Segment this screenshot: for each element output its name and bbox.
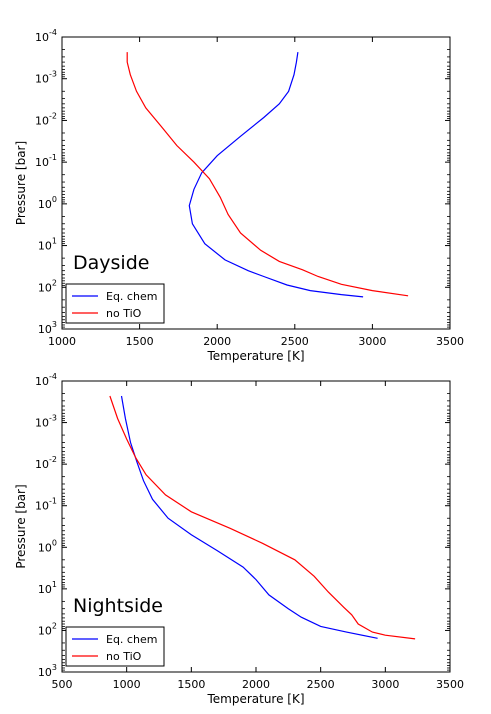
plot-frame bbox=[61, 36, 451, 330]
y-tick-label: 10-3 bbox=[35, 70, 57, 86]
y-tick-label: 10-2 bbox=[35, 455, 57, 471]
x-tick-label: 1000 bbox=[113, 678, 141, 691]
legend-box bbox=[65, 283, 165, 324]
legend-label: no TiO bbox=[106, 307, 142, 320]
legend-label: Eq. chem bbox=[106, 633, 157, 646]
series-line-2 bbox=[126, 52, 409, 297]
x-tick-label: 3000 bbox=[358, 335, 386, 348]
y-tick-label: 10-3 bbox=[35, 414, 57, 430]
legend-label: Eq. chem bbox=[106, 290, 157, 303]
legend-box bbox=[65, 626, 165, 667]
x-tick-label: 1500 bbox=[126, 335, 154, 348]
y-tick-label: 103 bbox=[38, 663, 57, 679]
x-tick-label: 2000 bbox=[203, 335, 231, 348]
x-tick-label: 1000 bbox=[48, 335, 76, 348]
x-axis-label: Temperature [K] bbox=[206, 349, 304, 363]
y-tick-label: 10-2 bbox=[35, 111, 57, 127]
x-tick-label: 3500 bbox=[436, 678, 464, 691]
x-tick-label: 1500 bbox=[177, 678, 205, 691]
y-tick-label: 102 bbox=[38, 278, 57, 294]
x-tick-label: 2500 bbox=[281, 335, 309, 348]
y-tick-label: 10-1 bbox=[35, 497, 57, 513]
panel-label: Dayside bbox=[73, 252, 149, 274]
panel-label: Nightside bbox=[73, 595, 163, 617]
y-axis-label: Pressure [bar] bbox=[14, 484, 28, 568]
x-tick-label: 500 bbox=[52, 678, 73, 691]
y-tick-label: 10-1 bbox=[35, 153, 57, 169]
y-tick-label: 100 bbox=[38, 538, 57, 554]
series-line-2 bbox=[109, 395, 416, 640]
y-tick-label: 101 bbox=[38, 580, 57, 596]
x-tick-label: 3500 bbox=[436, 335, 464, 348]
y-tick-label: 100 bbox=[38, 195, 57, 211]
y-axis-label: Pressure [bar] bbox=[14, 141, 28, 225]
y-tick-label: 102 bbox=[38, 621, 57, 637]
chart-panel-2: 500 1000 1500 2000 2500 3000 3500 10-4 10-3 10-2 1… bbox=[14, 372, 464, 706]
y-tick-label: 10-4 bbox=[35, 372, 57, 388]
x-tick-label: 3000 bbox=[371, 678, 399, 691]
y-tick-label: 10-4 bbox=[35, 28, 57, 44]
x-tick-label: 2500 bbox=[307, 678, 335, 691]
series-line-1 bbox=[188, 52, 364, 298]
x-tick-label: 2000 bbox=[242, 678, 270, 691]
y-tick-label: 103 bbox=[38, 320, 57, 336]
x-axis-label: Temperature [K] bbox=[206, 692, 304, 706]
legend-label: no TiO bbox=[106, 650, 142, 663]
chart-panel-1: 1000 1500 2000 2500 3000 3500 10-4 10-3 10-2 10-1… bbox=[14, 28, 464, 363]
y-tick-label: 101 bbox=[38, 237, 57, 253]
